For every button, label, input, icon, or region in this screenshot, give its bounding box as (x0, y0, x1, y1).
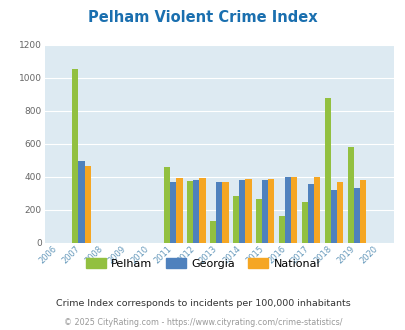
Bar (290, 177, 297, 243)
Text: Pelham Violent Crime Index: Pelham Violent Crime Index (88, 10, 317, 25)
Bar (324, 98, 330, 243)
Bar (245, 180, 251, 243)
Bar (84, 166, 90, 243)
Bar (187, 181, 193, 243)
Bar (222, 182, 228, 243)
Bar (353, 188, 359, 243)
Bar (176, 178, 182, 243)
Bar (232, 195, 239, 243)
Bar (347, 147, 353, 243)
Bar (193, 180, 199, 243)
Bar (268, 179, 274, 243)
Bar (255, 199, 262, 243)
Bar (262, 180, 268, 243)
Bar (239, 180, 245, 243)
Bar (199, 178, 205, 243)
Bar (72, 69, 78, 243)
Bar (164, 168, 170, 243)
Bar (330, 190, 337, 243)
Text: © 2025 CityRating.com - https://www.cityrating.com/crime-statistics/: © 2025 CityRating.com - https://www.city… (64, 318, 341, 327)
Bar (337, 182, 343, 243)
Legend: Pelham, Georgia, National: Pelham, Georgia, National (81, 254, 324, 273)
Bar (301, 202, 307, 243)
Bar (170, 182, 176, 243)
Bar (359, 180, 365, 243)
Bar (278, 216, 284, 243)
Bar (307, 184, 313, 243)
Bar (313, 177, 320, 243)
Bar (284, 177, 290, 243)
Text: Crime Index corresponds to incidents per 100,000 inhabitants: Crime Index corresponds to incidents per… (55, 299, 350, 308)
Bar (78, 160, 84, 243)
Bar (215, 182, 222, 243)
Bar (209, 221, 215, 243)
